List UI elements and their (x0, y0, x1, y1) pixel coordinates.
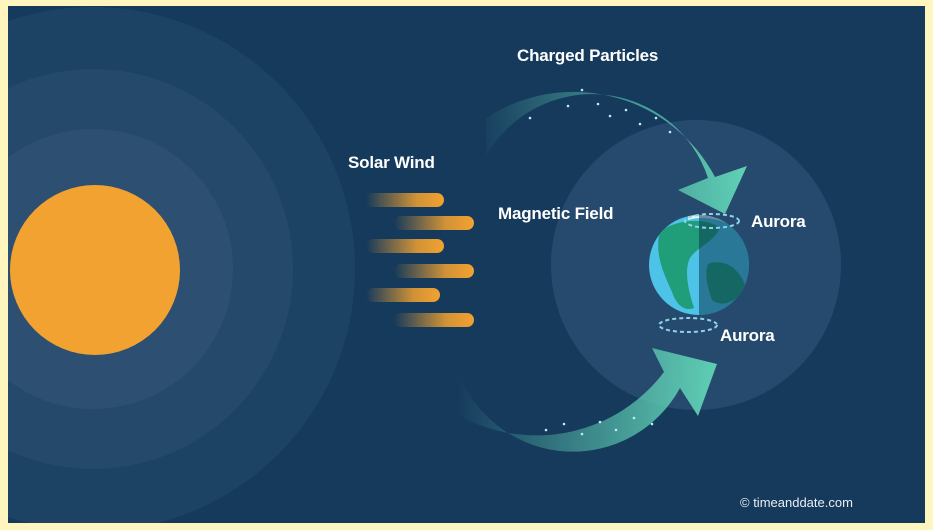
aurora-south-label: Aurora (720, 326, 775, 345)
aurora-ring-south (658, 317, 718, 333)
solar-wind-streaks (366, 193, 474, 327)
diagram-panel: Charged Particles Solar Wind Magnetic Fi… (8, 6, 925, 523)
sun-icon (10, 185, 180, 355)
particle-dots (528, 88, 672, 436)
charged-particles-label: Charged Particles (517, 46, 659, 65)
aurora-north-label: Aurora (751, 212, 806, 231)
solar-wind-streak (366, 239, 444, 253)
charged-particles-arrow-top (486, 91, 747, 214)
copyright-credit: © timeanddate.com (740, 495, 853, 510)
solar-wind-streak (394, 313, 474, 327)
solar-wind-label: Solar Wind (348, 153, 435, 172)
aurora-ring-north (684, 213, 740, 229)
charged-particles-arrow-bottom (460, 348, 717, 452)
solar-wind-streak (366, 288, 440, 302)
magnetic-field-label: Magnetic Field (498, 204, 614, 223)
earth-icon (649, 215, 749, 315)
sun-earth-diagram (8, 7, 841, 523)
solar-wind-streak (394, 264, 474, 278)
solar-wind-streak (394, 216, 474, 230)
solar-wind-streak (366, 193, 444, 207)
